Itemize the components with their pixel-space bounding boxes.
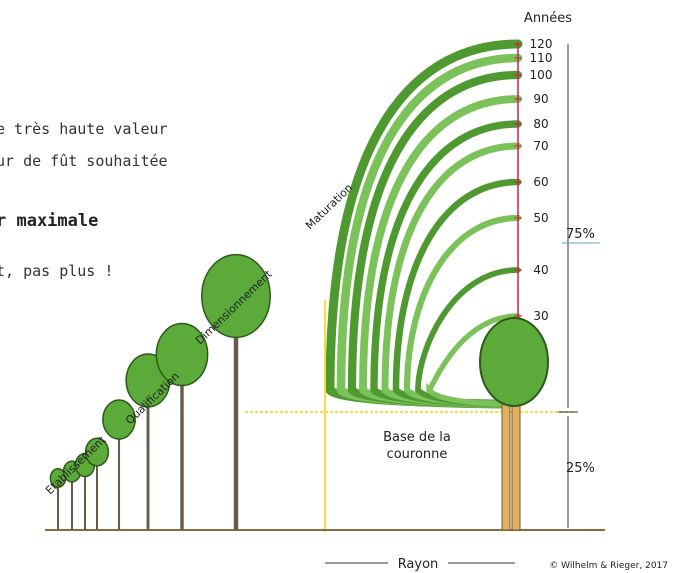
credit: © Wilhelm & Rieger, 2017 (549, 561, 668, 571)
intro-line: t, pas plus ! (0, 262, 113, 280)
axis-label: Années (524, 11, 572, 26)
year-label: 120 (530, 37, 553, 51)
radius-label: Rayon (398, 557, 439, 572)
intro-line: e très haute valeur (0, 120, 168, 138)
year-label: 60 (533, 175, 548, 189)
year-label: 40 (533, 263, 548, 277)
intro-line: r maximale (0, 211, 98, 231)
crown-base-label: couronne (387, 447, 448, 462)
year-label: 110 (530, 51, 553, 65)
trunk (502, 395, 510, 530)
year-label: 50 (533, 211, 548, 225)
year-label: 100 (530, 68, 553, 82)
diagram: e très haute valeur ur de fût souhaitée … (0, 0, 675, 573)
trunk (512, 395, 520, 530)
year-label: 30 (533, 309, 548, 323)
year-label: 80 (533, 117, 548, 131)
year-label: 90 (533, 92, 548, 106)
share-top: 75% (566, 227, 595, 242)
intro-line: ur de fût souhaitée (0, 152, 168, 170)
year-label: 70 (533, 139, 548, 153)
share-bottom: 25% (566, 461, 595, 476)
crown-base-label: Base de la (383, 430, 451, 445)
mature-crown (480, 318, 548, 406)
